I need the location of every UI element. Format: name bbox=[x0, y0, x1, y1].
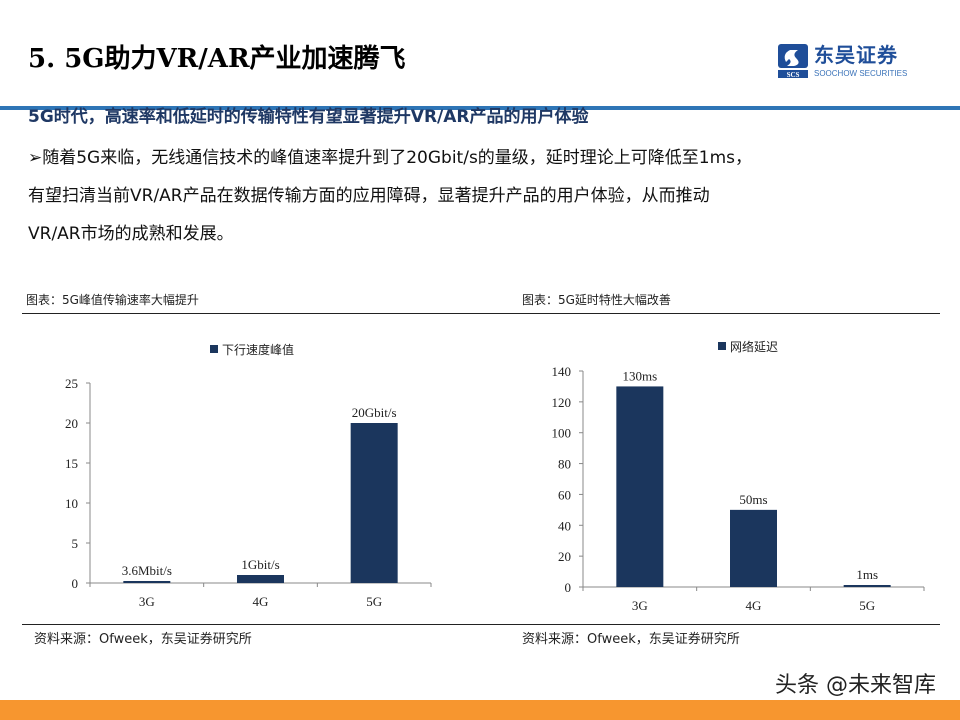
y-tick-label: 120 bbox=[552, 395, 572, 410]
legend-label: 下行速度峰值 bbox=[222, 342, 294, 357]
x-tick-label: 5G bbox=[859, 598, 875, 613]
legend-swatch bbox=[210, 345, 218, 353]
y-tick-label: 10 bbox=[65, 496, 78, 511]
x-tick-label: 5G bbox=[366, 594, 382, 609]
chart-caption-left: 图表：5G峰值传输速率大幅提升 bbox=[26, 293, 199, 307]
y-tick-label: 140 bbox=[552, 364, 572, 379]
y-tick-label: 20 bbox=[65, 416, 78, 431]
source-right: 资料来源：Ofweek，东吴证券研究所 bbox=[522, 632, 740, 647]
y-tick-label: 20 bbox=[558, 549, 571, 564]
data-label: 3.6Mbit/s bbox=[122, 563, 172, 578]
bar-3G bbox=[616, 386, 664, 587]
chart-peak-rate: 0 5 10 15 20 25 3.6Mbit/s 3G 1Gbit/s 4G 20Gbit/s 5G… bbox=[65, 342, 432, 609]
data-label: 50ms bbox=[739, 492, 767, 507]
x-tick-label: 3G bbox=[632, 598, 648, 613]
x-tick-label: 4G bbox=[746, 598, 762, 613]
logo-en: SOOCHOW SECURITIES bbox=[814, 69, 908, 78]
watermark: 头条 @未来智库 bbox=[775, 673, 936, 698]
svg-text:SCS: SCS bbox=[787, 71, 800, 78]
bar-3G bbox=[123, 581, 171, 583]
body-line: 有望扫清当前VR/AR产品在数据传输方面的应用障碍，显著提升产品的用户体验，从而… bbox=[28, 186, 710, 206]
legend-label: 网络延迟 bbox=[730, 339, 778, 354]
data-label: 1ms bbox=[856, 567, 878, 582]
bar-5G bbox=[843, 585, 891, 587]
bar-5G bbox=[350, 423, 398, 583]
y-tick-label: 0 bbox=[565, 580, 572, 595]
y-tick-label: 0 bbox=[72, 576, 79, 591]
bar-4G bbox=[237, 575, 284, 583]
y-tick-label: 25 bbox=[65, 376, 78, 391]
x-tick-label: 3G bbox=[139, 594, 155, 609]
source-rule bbox=[22, 624, 940, 625]
y-tick-label: 60 bbox=[558, 487, 571, 502]
source-left: 资料来源：Ofweek，东吴证券研究所 bbox=[34, 632, 252, 647]
footer-bar bbox=[0, 700, 960, 720]
legend-swatch bbox=[718, 342, 726, 350]
y-tick-label: 40 bbox=[558, 518, 571, 533]
bar-4G bbox=[730, 509, 777, 587]
logo-cn: 东吴证券 bbox=[814, 43, 898, 67]
y-tick-label: 5 bbox=[72, 536, 79, 551]
data-label: 1Gbit/s bbox=[241, 557, 279, 572]
data-label: 130ms bbox=[622, 368, 657, 383]
caption-rule bbox=[22, 313, 940, 314]
logo-mark-icon: SCS bbox=[778, 44, 808, 78]
company-logo: SCS 东吴证券 SOOCHOW SECURITIES bbox=[778, 44, 918, 78]
body-line: ➢随着5G来临，无线通信技术的峰值速率提升到了20Gbit/s的量级，延时理论上… bbox=[28, 148, 753, 168]
chart-caption-right: 图表：5G延时特性大幅改善 bbox=[522, 293, 671, 307]
y-tick-label: 100 bbox=[552, 426, 572, 441]
x-tick-label: 4G bbox=[253, 594, 269, 609]
y-tick-label: 80 bbox=[558, 457, 571, 472]
slide-title: 5. 5G助力VR/AR产业加速腾飞 bbox=[28, 44, 406, 74]
header-rule bbox=[0, 106, 960, 110]
data-label: 20Gbit/s bbox=[352, 405, 397, 420]
section-heading: 5G时代，高速率和低延时的传输特性有望显著提升VR/AR产品的用户体验 bbox=[28, 107, 589, 127]
chart-latency: 0 20 40 60 80 100 120 140 130ms 3G 50ms 4G 1ms 5G 网络延迟 bbox=[552, 339, 925, 613]
body-line: VR/AR市场的成熟和发展。 bbox=[28, 224, 234, 244]
y-tick-label: 15 bbox=[65, 456, 78, 471]
